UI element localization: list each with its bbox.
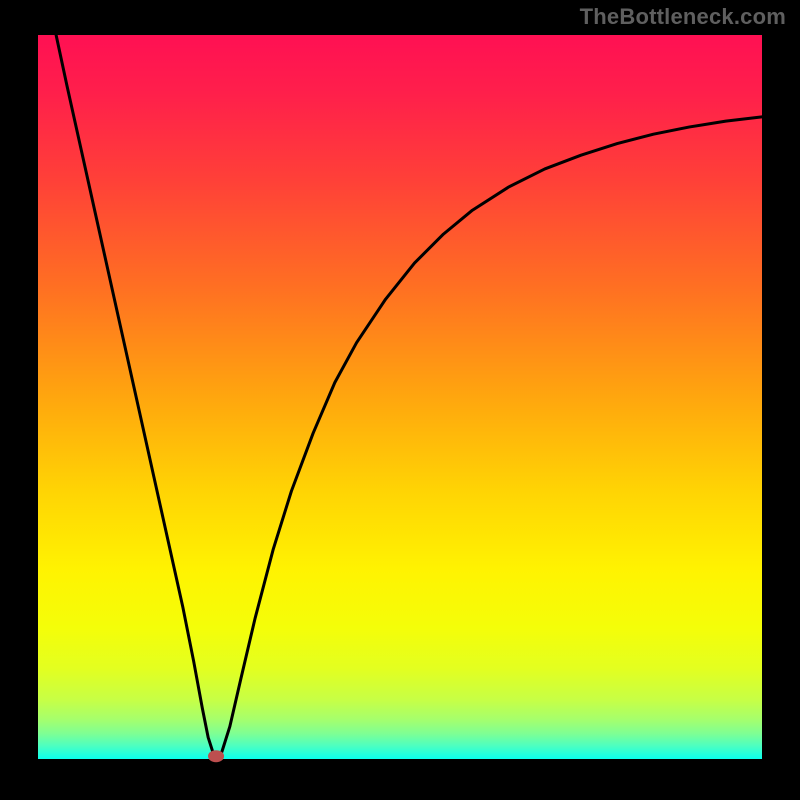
watermark-text: TheBottleneck.com bbox=[580, 4, 786, 30]
bottleneck-curve bbox=[38, 35, 762, 759]
chart-frame: TheBottleneck.com bbox=[0, 0, 800, 800]
plot-area bbox=[38, 35, 762, 759]
optimal-point-marker bbox=[208, 750, 224, 762]
